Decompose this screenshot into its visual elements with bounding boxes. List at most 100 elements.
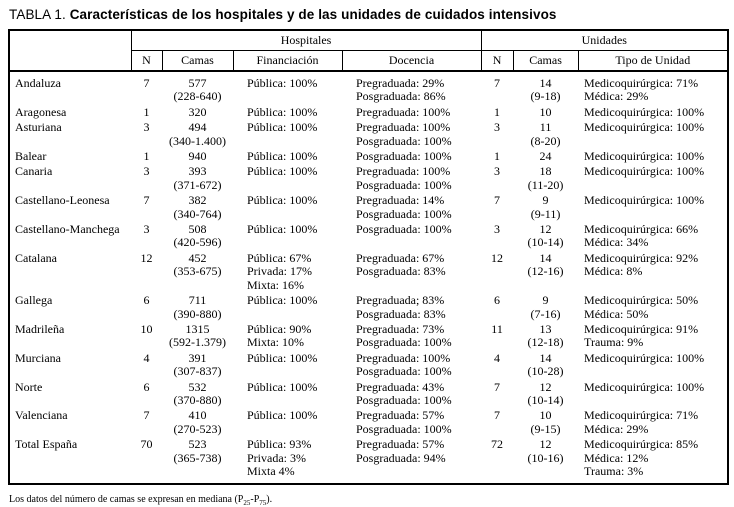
col-header-tipo-unidad: Tipo de Unidad xyxy=(577,50,729,72)
unit-type-line: Trauma: 3% xyxy=(584,463,644,478)
unit-type-line: Medicoquirúrgica: 100% xyxy=(584,149,705,164)
region-name: Castellano-Manchega xyxy=(9,222,131,251)
unit-count-line: 7 xyxy=(494,408,501,423)
hospital-financing-line: Mixta: 16% xyxy=(247,277,304,292)
region-name-line: Valenciana xyxy=(15,408,68,423)
hospital-financing-line: Pública: 100% xyxy=(247,408,318,423)
hospital-count-line: 7 xyxy=(143,193,150,208)
region-name-line: Gallega xyxy=(15,293,53,308)
unit-type-line: Trauma: 9% xyxy=(584,335,644,350)
hospital-financing-line: Pública: 100% xyxy=(247,222,318,237)
unit-beds-line: (8-20) xyxy=(530,133,561,148)
hospital-teaching: Pregraduada: 100% Posgraduada: 100% xyxy=(342,351,481,380)
unit-beds-line: 10 xyxy=(539,104,552,119)
hospital-financing: Pública: 100% xyxy=(233,222,342,251)
hospital-count-line: 3 xyxy=(143,120,150,135)
hospital-beds-line: (307-837) xyxy=(173,364,222,379)
hospital-beds-line: 508 xyxy=(188,222,207,237)
hospital-beds: 320 xyxy=(162,105,233,120)
hospital-beds-line: 393 xyxy=(188,164,207,179)
unit-type-line: Medicoquirúrgica: 91% xyxy=(584,321,699,336)
unit-type: Medicoquirúrgica: 50% Médica: 50% xyxy=(578,293,728,322)
region-name: Madrileña xyxy=(9,322,131,351)
unit-type: Medicoquirúrgica: 100% xyxy=(578,380,728,409)
unit-type: Medicoquirúrgica: 100% xyxy=(578,120,728,149)
hospital-teaching-line: Pregraduada: 43% xyxy=(356,379,445,394)
hospital-financing: Pública: 100% xyxy=(233,164,342,193)
unit-count: 11 xyxy=(481,322,513,351)
unit-count-line: 4 xyxy=(494,350,501,365)
hospital-teaching: Pregraduada: 100% xyxy=(342,105,481,120)
unit-count-line: 1 xyxy=(494,104,501,119)
hospital-teaching-line: Pregraduada: 29% xyxy=(356,76,445,90)
hospital-financing: Pública: 100% xyxy=(233,293,342,322)
region-name-line: Norte xyxy=(15,379,43,394)
footnote: Los datos del número de camas se expresa… xyxy=(9,494,727,507)
unit-beds-line: (11-20) xyxy=(527,177,564,192)
table-row: Canaria 3 393 (371-672) Pública: 100% Pregrad… xyxy=(9,164,728,193)
hospital-teaching-line: Posgraduada: 83% xyxy=(356,306,446,321)
unit-type-line: Medicoquirúrgica: 100% xyxy=(584,164,705,179)
region-name: Canaria xyxy=(9,164,131,193)
hospital-financing: Pública: 100% xyxy=(233,380,342,409)
unit-beds-line: 9 xyxy=(542,293,549,308)
unit-beds-line: 24 xyxy=(539,149,552,164)
hospital-teaching-line: Pregraduada: 14% xyxy=(356,193,445,208)
unit-beds-line: 13 xyxy=(539,321,552,336)
footnote-text: Los datos del número de camas se expresa… xyxy=(9,494,244,506)
hospital-beds-line: (340-764) xyxy=(173,206,222,221)
unit-type-line: Médica: 8% xyxy=(584,264,643,279)
hospital-beds-line: (592-1.379) xyxy=(169,335,226,350)
hospital-teaching-line: Posgraduada: 100% xyxy=(356,222,452,237)
table-row: Madrileña 10 1315 (592-1.379) Pública: 90% Mi… xyxy=(9,322,728,351)
hospital-teaching-line: Posgraduada: 100% xyxy=(356,364,452,379)
hospital-count-line: 7 xyxy=(143,76,150,90)
unit-type-line: Medicoquirúrgica: 100% xyxy=(584,193,705,208)
hospital-beds: 523 (365-738) xyxy=(162,437,233,484)
hospital-beds-line: 452 xyxy=(188,250,207,265)
unit-type-line: Medicoquirúrgica: 71% xyxy=(584,76,699,90)
unit-beds: 12 (10-14) xyxy=(513,380,578,409)
col-header-hospital-n: N xyxy=(130,50,163,72)
hospital-count: 7 xyxy=(131,193,162,222)
unit-beds: 14 (12-16) xyxy=(513,251,578,293)
unit-beds-line: 18 xyxy=(539,164,552,179)
hospital-beds-line: 577 xyxy=(188,76,207,90)
hospital-teaching-line: Posgraduada: 100% xyxy=(356,206,452,221)
hospital-teaching-line: Pregraduada; 83% xyxy=(356,293,445,308)
table-row: Total España 70 523 (365-738) Pública: 93% Pr… xyxy=(9,437,728,484)
region-name-line: Balear xyxy=(15,149,47,164)
hospital-financing-line: Mixta: 10% xyxy=(247,335,304,350)
hospital-count-line: 3 xyxy=(143,164,150,179)
hospital-beds: 532 (370-880) xyxy=(162,380,233,409)
corner-cell xyxy=(9,30,132,72)
unit-type-line: Medicoquirúrgica: 100% xyxy=(584,379,705,394)
unit-beds-line: (7-16) xyxy=(530,306,561,321)
region-name-line: Canaria xyxy=(15,164,53,179)
unit-type-line: Medicoquirúrgica: 71% xyxy=(584,408,699,423)
region-name: Castellano-Leonesa xyxy=(9,193,131,222)
hospital-beds: 940 xyxy=(162,149,233,164)
table-row: Murciana 4 391 (307-837) Pública: 100% Pregra… xyxy=(9,351,728,380)
hospital-teaching: Posgraduada: 100% xyxy=(342,149,481,164)
unit-beds-line: (9-11) xyxy=(530,206,561,221)
hospital-teaching: Pregraduada: 100% Posgraduada: 100% xyxy=(342,120,481,149)
hospital-beds: 494 (340-1.400) xyxy=(162,120,233,149)
hospital-financing-line: Pública: 100% xyxy=(247,379,318,394)
unit-count-line: 6 xyxy=(494,293,501,308)
unit-beds-line: (10-16) xyxy=(527,450,564,465)
unit-count: 3 xyxy=(481,164,513,193)
hospital-financing-line: Pública: 100% xyxy=(247,120,318,135)
hospital-beds-line: 711 xyxy=(188,293,207,308)
hospital-financing-line: Pública: 100% xyxy=(247,76,318,90)
region-name: Andaluza xyxy=(9,71,131,105)
hospital-financing: Pública: 100% xyxy=(233,105,342,120)
table-row: Castellano-Leonesa 7 382 (340-764) Pública: … xyxy=(9,193,728,222)
region-name-line: Castellano-Leonesa xyxy=(15,193,110,208)
hospital-count: 3 xyxy=(131,222,162,251)
hospital-teaching-line: Pregraduada: 73% xyxy=(356,321,445,336)
hospital-count: 7 xyxy=(131,71,162,105)
hospital-beds: 1315 (592-1.379) xyxy=(162,322,233,351)
unit-beds-line: (10-14) xyxy=(527,235,564,250)
